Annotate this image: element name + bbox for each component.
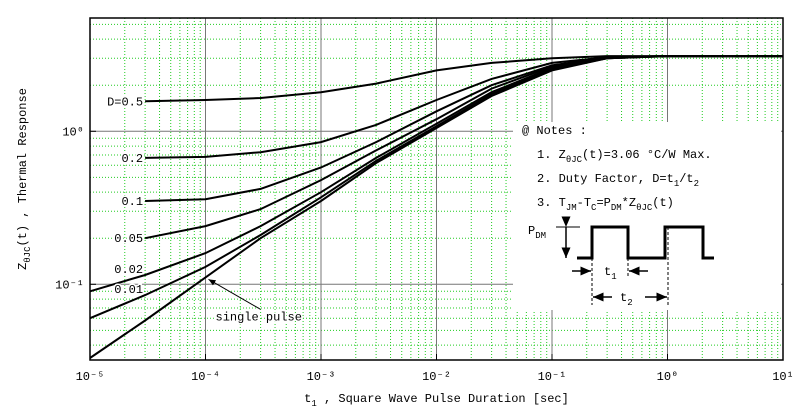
text-segment: (t) , Thermal Response	[16, 88, 30, 246]
pulse-label: t2	[620, 291, 633, 308]
text-segment: /t	[679, 172, 693, 186]
text-segment: =P	[596, 196, 610, 210]
text-segment: JM	[566, 203, 577, 213]
series-label: 0.02	[114, 263, 143, 277]
curve	[145, 55, 783, 103]
text-segment: θJC	[23, 246, 33, 263]
pulse-label: t1	[604, 265, 617, 282]
text-segment: θJC	[636, 203, 653, 213]
y-axis-label: ZθJC(t) , Thermal Response	[16, 88, 33, 270]
x-tick-label: 10¹	[772, 370, 794, 384]
annotation-arrow	[208, 278, 261, 310]
x-tick-label: 10⁻⁵	[76, 370, 105, 384]
curve	[89, 55, 783, 359]
series-label: D=0.5	[107, 95, 143, 109]
text-segment: θJC	[566, 155, 583, 165]
text-segment: Z	[16, 263, 30, 270]
text-segment: @ Notes :	[522, 124, 587, 138]
x-tick-label: 10⁻¹	[538, 370, 567, 384]
note: @ Notes :	[522, 124, 587, 138]
text-segment: 2	[694, 179, 699, 189]
text-segment: (t)=3.06 °C/W Max.	[582, 148, 712, 162]
text-segment: *Z	[622, 196, 636, 210]
series-label: 0.2	[121, 152, 143, 166]
text-segment: t	[304, 392, 311, 406]
y-tick-label: 10⁻¹	[55, 278, 84, 292]
text-segment: DM	[611, 203, 622, 213]
x-tick-label: 10⁰	[657, 370, 679, 384]
text-segment: t	[604, 265, 611, 279]
text-segment: 2	[627, 298, 632, 308]
note: 2. Duty Factor, D=t1/t2	[537, 172, 699, 189]
x-axis-label: t1 , Square Wave Pulse Duration [sec]	[304, 392, 569, 409]
y-tick-label: 10⁰	[62, 125, 84, 139]
pulse-waveform	[577, 225, 714, 260]
series-label: 0.01	[114, 283, 143, 297]
note: 1. ZθJC(t)=3.06 °C/W Max.	[537, 148, 712, 165]
pulse-diagram	[556, 216, 714, 305]
curves	[89, 55, 783, 359]
text-segment: 3. T	[537, 196, 566, 210]
text-segment: DM	[535, 231, 546, 241]
series-label: 0.1	[121, 195, 143, 209]
labels: 10⁻⁵ 10⁻⁴ 10⁻³ 10⁻² 10⁻¹ 10⁰ 10¹ 10⁻¹ 10⁰ D=0.5 0.…	[16, 88, 794, 409]
text-segment: P	[528, 224, 535, 238]
text-segment: 1. Z	[537, 148, 566, 162]
text-segment: 1	[674, 179, 679, 189]
text-segment: 1	[611, 272, 616, 282]
note: 3. TJM-TC=PDM*ZθJC(t)	[537, 196, 674, 213]
pulse-label: PDM	[528, 224, 546, 241]
x-tick-label: 10⁻⁴	[191, 370, 220, 384]
x-tick-label: 10⁻²	[422, 370, 451, 384]
text-segment: 2. Duty Factor, D=t	[537, 172, 674, 186]
text-segment: (t)	[652, 196, 674, 210]
x-tick-label: 10⁻³	[307, 370, 336, 384]
text-segment: 1	[311, 399, 316, 409]
text-segment: C	[591, 203, 597, 213]
notes-background	[513, 122, 781, 310]
text-segment: , Square Wave Pulse Duration [sec]	[317, 392, 569, 406]
text-segment: -T	[577, 196, 591, 210]
series-label: 0.05	[114, 232, 143, 246]
plot-border	[89, 17, 784, 361]
series-label: single pulse	[216, 310, 302, 324]
text-segment: t	[620, 291, 627, 305]
